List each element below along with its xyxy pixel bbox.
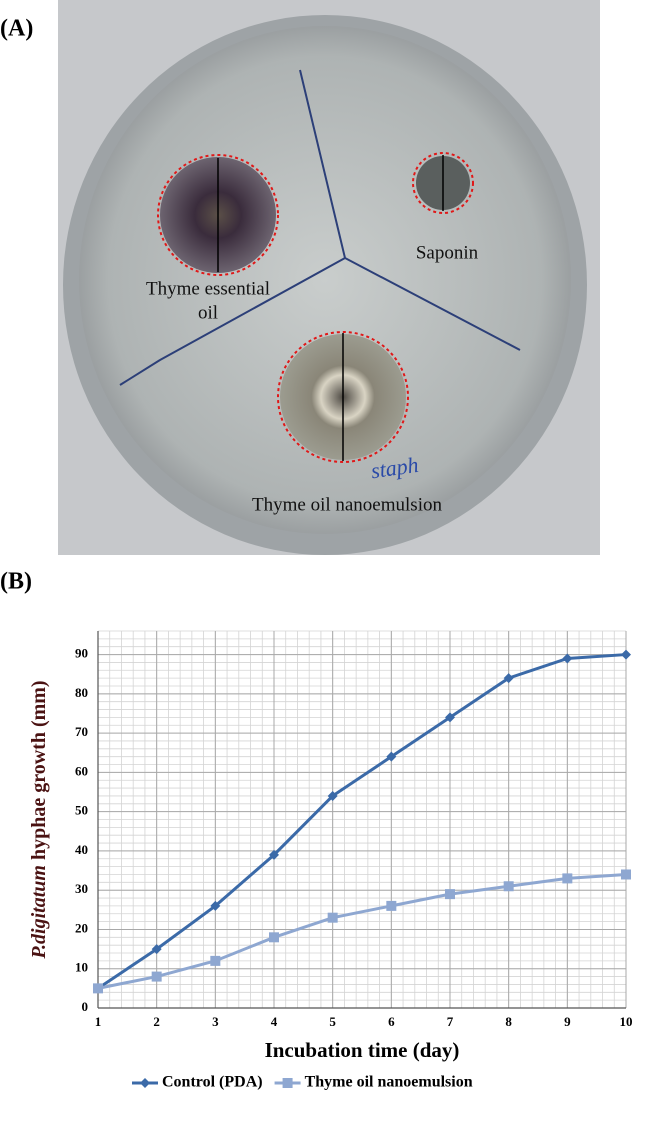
x-tick-label: 8 [505, 1014, 512, 1029]
chart: 0 10 20 30 40 50 60 70 80 90 1 2 3 4 5 6 7 8 9 10 Incubation… [28, 630, 633, 1091]
marker-diamond [151, 944, 162, 955]
marker-diamond [445, 712, 455, 723]
panel-label: (B) [0, 569, 32, 595]
marker-square [151, 971, 162, 982]
x-axis-title: Incubation time (day) [265, 1038, 460, 1062]
legend-label: Control (PDA) [162, 1074, 263, 1091]
zone-outline [277, 331, 409, 463]
y-tick-label: 30 [75, 881, 88, 896]
zone-label: Thyme essential [146, 278, 270, 299]
marker-square [386, 900, 397, 911]
x-tick-label: 9 [564, 1014, 571, 1029]
x-tick-label: 2 [153, 1014, 160, 1029]
marker-square [93, 983, 103, 994]
zone-label: Thyme oil nanoemulsion [252, 494, 442, 515]
y-axis-title-italic: P.digitatum [28, 865, 50, 960]
marker-diamond [621, 649, 631, 660]
x-tick-label: 6 [388, 1014, 395, 1029]
y-tick-label: 90 [75, 646, 88, 661]
y-tick-label: 40 [75, 842, 88, 857]
y-axis-title-text: hyphae growth (mm) [28, 680, 50, 860]
zone-outline [157, 154, 279, 276]
zone-label: oil [198, 302, 218, 323]
marker-diamond [327, 790, 338, 801]
x-tick-label: 3 [212, 1014, 219, 1029]
y-tick-label: 60 [75, 763, 88, 778]
photo-panel: Thyme essential oil Saponin Thyme oil na… [58, 0, 600, 555]
zone-label: Saponin [416, 242, 479, 263]
marker-square [621, 869, 631, 880]
marker-square [327, 912, 338, 923]
series-line [97, 872, 627, 990]
marker-square [282, 1078, 293, 1088]
y-tick-label: 10 [75, 960, 88, 975]
marker-diamond [210, 900, 221, 911]
marker-square [269, 932, 279, 943]
y-tick-label: 20 [75, 920, 88, 935]
zone-outline [412, 152, 474, 214]
x-tick-label: 7 [447, 1014, 454, 1029]
panel-label: (A) [0, 16, 33, 42]
marker-diamond [140, 1078, 150, 1088]
marker-diamond [562, 653, 573, 664]
marker-square [445, 889, 455, 900]
y-tick-label: 50 [75, 803, 88, 818]
y-axis-title: P.digitatum hyphae growth (mm) [28, 680, 50, 959]
marker-diamond [269, 849, 279, 860]
series-line [97, 653, 627, 990]
x-tick-label: 4 [271, 1014, 278, 1029]
y-tick-label: 0 [82, 999, 89, 1014]
marker-square [562, 873, 573, 884]
marker-diamond [386, 751, 397, 762]
marker-lines [119, 69, 521, 386]
x-tick-label: 5 [329, 1014, 336, 1029]
marker-diamond [503, 673, 514, 684]
y-tick-label: 70 [75, 724, 88, 739]
marker-square [210, 955, 221, 966]
marker-square [503, 881, 514, 892]
y-tick-label: 80 [75, 685, 88, 700]
legend-label: Thyme oil nanoemulsion [305, 1074, 473, 1091]
x-tick-label: 1 [95, 1014, 102, 1029]
x-tick-label: 10 [620, 1014, 633, 1029]
